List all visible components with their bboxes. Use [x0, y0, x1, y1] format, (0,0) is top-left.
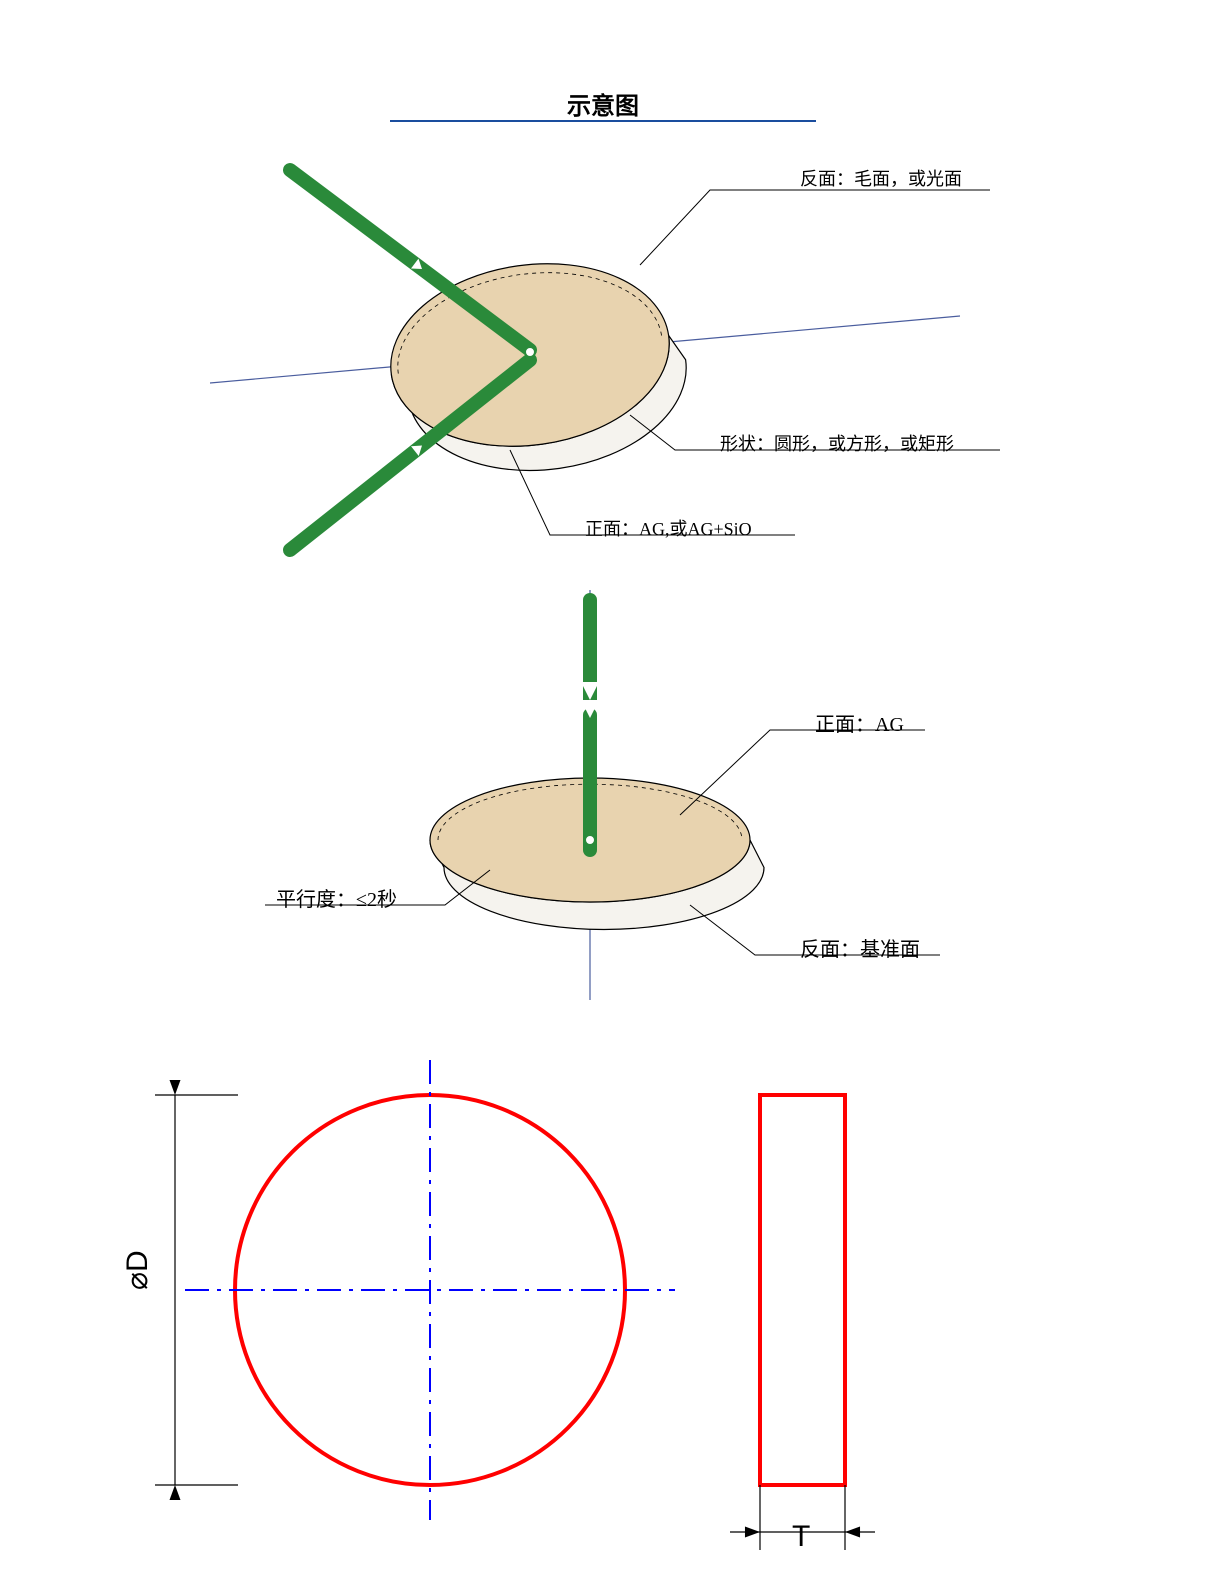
- diagram-1-svg: [240, 140, 960, 570]
- annotation-label: 反面：基准面: [800, 933, 920, 962]
- annotation-label: 正面：AG,或AG+SiO: [585, 515, 752, 541]
- dim-d-label: ⌀D: [120, 1250, 155, 1290]
- annotation-label: 正面：AG: [815, 708, 904, 737]
- diagram-3-svg: [110, 1090, 1010, 1560]
- annotation-label: 形状：圆形，或方形，或矩形: [720, 430, 954, 456]
- annotation-label: 平行度：≤2秒: [276, 883, 397, 912]
- page-title: 示意图: [567, 86, 639, 121]
- title-underline: [390, 120, 816, 122]
- annotation-label: 反面：毛面，或光面: [800, 165, 962, 191]
- dim-t-label: T: [792, 1520, 810, 1554]
